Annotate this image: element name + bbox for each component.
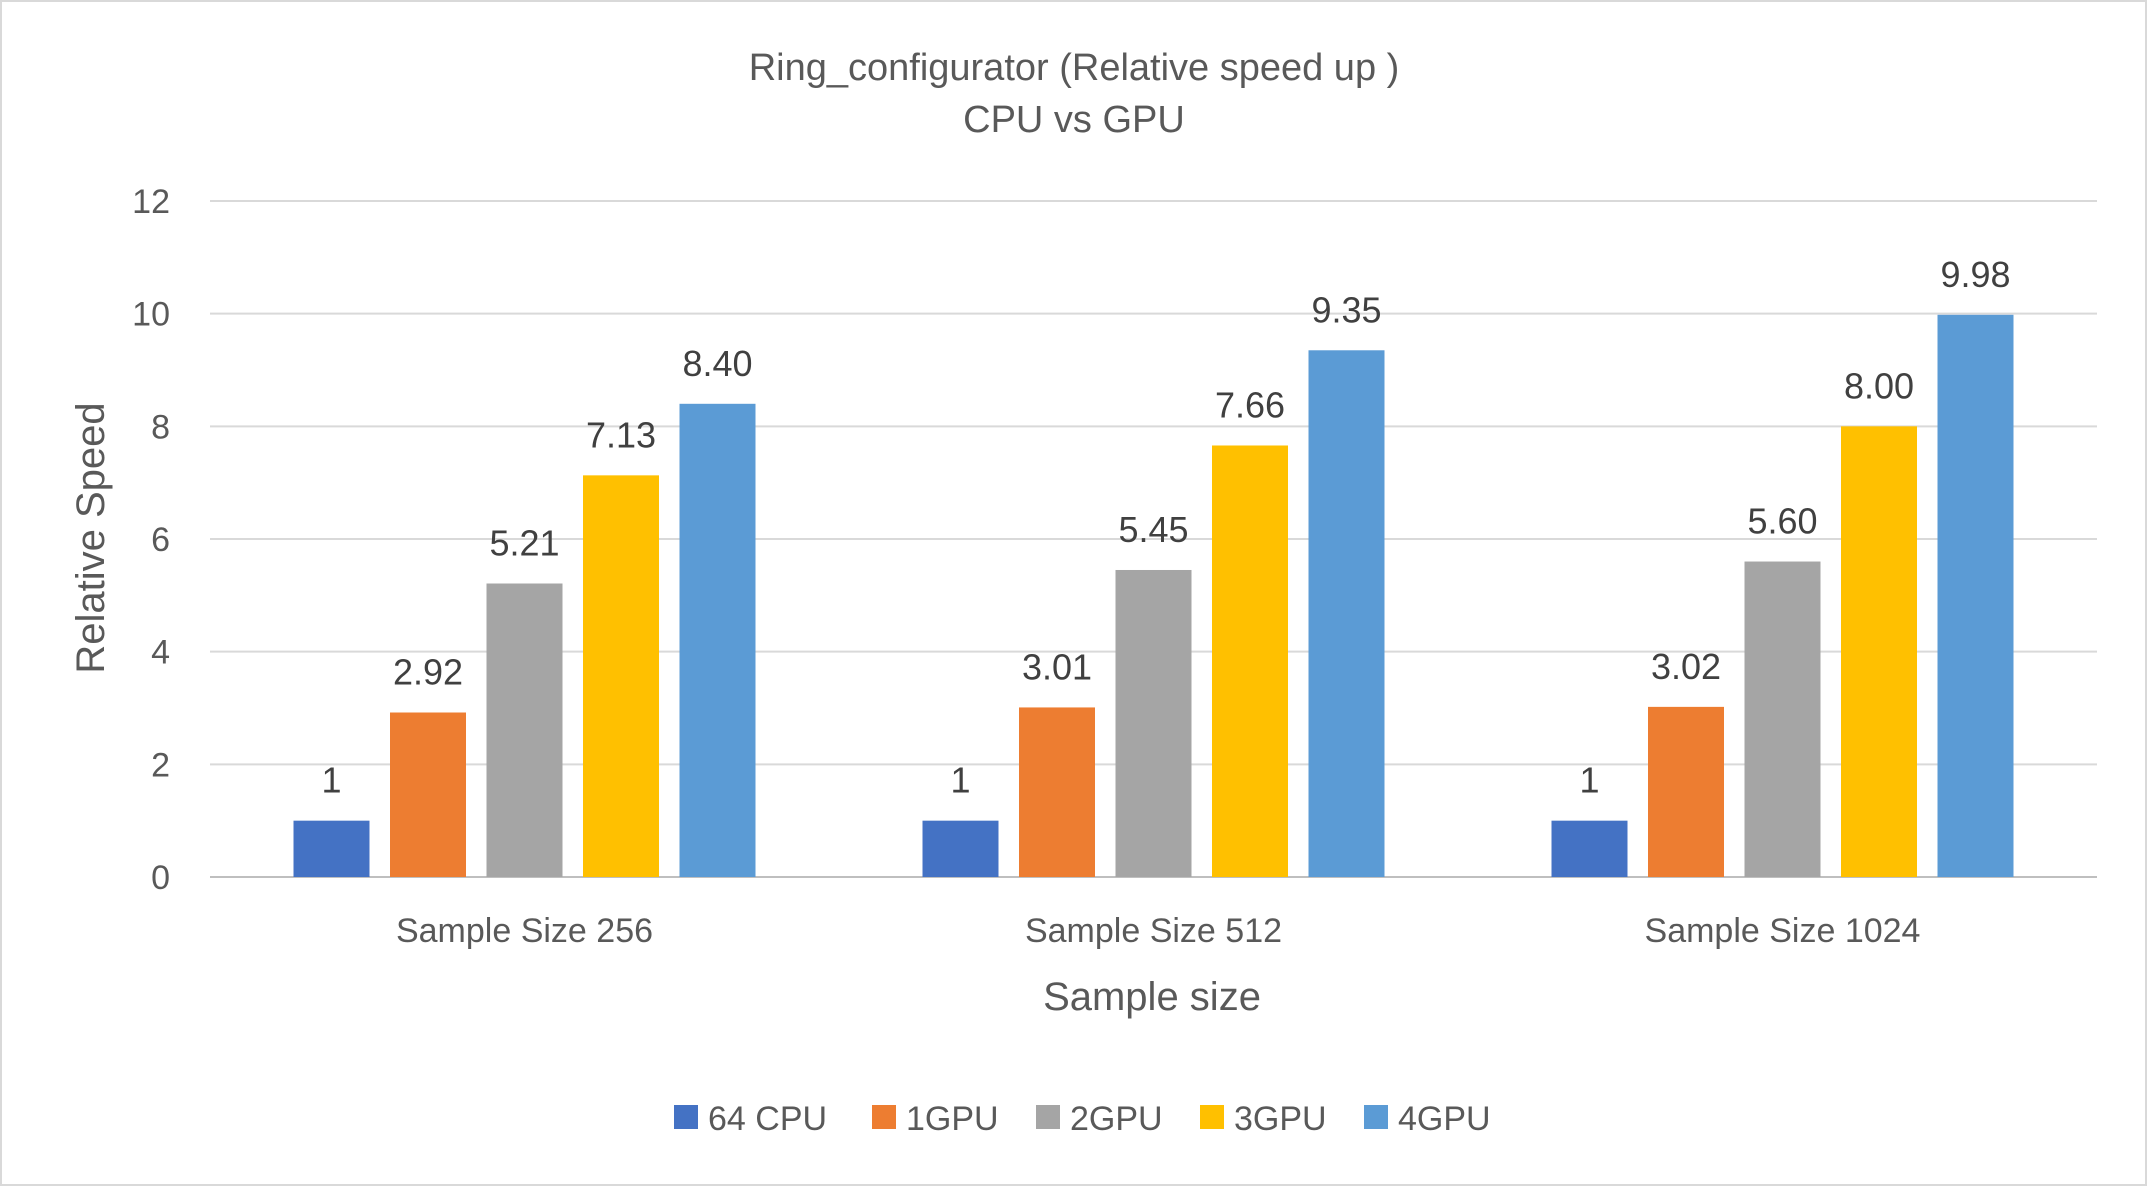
y-tick-label: 2	[151, 746, 170, 784]
data-label: 1	[321, 760, 341, 801]
y-axis-ticks: 0 2 4 6 8 10 12	[132, 183, 170, 897]
x-axis-ticks: Sample Size 256 Sample Size 512 Sample Siz…	[396, 912, 1921, 950]
legend: 64 CPU 1GPU 2GPU 3GPU 4GPU	[674, 1100, 1491, 1138]
legend-item: 64 CPU	[674, 1100, 827, 1138]
chart-title: Ring_configurator (Relative speed up )	[749, 47, 1400, 89]
y-tick-label: 10	[132, 296, 170, 334]
bar-2gpu	[1744, 561, 1821, 877]
bar-3gpu	[583, 475, 659, 877]
legend-item: 3GPU	[1200, 1100, 1327, 1138]
legend-label: 64 CPU	[708, 1100, 827, 1138]
bar-4gpu	[679, 403, 756, 877]
legend-swatch	[872, 1105, 896, 1129]
data-label: 8.40	[682, 343, 752, 384]
data-label: 3.02	[1651, 646, 1721, 687]
bar-64-cpu	[922, 820, 999, 877]
legend-swatch	[1200, 1105, 1224, 1129]
bar-64-cpu	[293, 820, 370, 877]
data-label: 7.13	[586, 414, 656, 455]
legend-swatch	[1364, 1105, 1388, 1129]
data-label: 5.21	[489, 523, 559, 564]
bar-64-cpu	[1551, 820, 1628, 877]
data-label: 1	[950, 760, 970, 801]
legend-swatch	[1036, 1105, 1060, 1129]
x-axis-label: Sample size	[1043, 975, 1261, 1019]
data-label: 5.45	[1118, 509, 1188, 550]
legend-item: 4GPU	[1364, 1100, 1491, 1138]
data-labels: 1 2.92 5.21 7.13 8.40 1 3.01 5.45 7.66 9.35 1 3.02 5…	[321, 254, 2010, 801]
legend-item: 1GPU	[872, 1100, 999, 1138]
legend-label: 3GPU	[1234, 1100, 1327, 1138]
bar-2gpu	[486, 583, 563, 877]
bar-1gpu	[1019, 707, 1095, 877]
data-label: 9.98	[1940, 254, 2010, 295]
data-label: 7.66	[1215, 384, 1285, 425]
legend-label: 2GPU	[1070, 1100, 1163, 1138]
data-label: 9.35	[1311, 289, 1381, 330]
y-axis-label: Relative Speed	[69, 402, 113, 673]
y-tick-label: 12	[132, 183, 170, 221]
y-tick-label: 0	[151, 859, 170, 897]
y-tick-label: 6	[151, 521, 170, 559]
x-tick-label: Sample Size 256	[396, 912, 653, 950]
data-label: 5.60	[1747, 501, 1817, 542]
legend-label: 1GPU	[906, 1100, 999, 1138]
y-tick-label: 4	[151, 634, 170, 672]
bar-1gpu	[390, 712, 466, 877]
x-tick-label: Sample Size 1024	[1645, 912, 1921, 950]
data-label: 1	[1579, 760, 1599, 801]
bar-2gpu	[1115, 569, 1192, 877]
legend-item: 2GPU	[1036, 1100, 1163, 1138]
bars	[293, 314, 2014, 877]
chart-subtitle: CPU vs GPU	[963, 99, 1185, 141]
legend-label: 4GPU	[1398, 1100, 1491, 1138]
x-tick-label: Sample Size 512	[1025, 912, 1282, 950]
bar-4gpu	[1308, 350, 1385, 877]
y-tick-label: 8	[151, 408, 170, 446]
data-label: 8.00	[1844, 365, 1914, 406]
bar-3gpu	[1841, 426, 1917, 877]
data-label: 2.92	[393, 652, 463, 693]
legend-swatch	[674, 1105, 698, 1129]
bar-1gpu	[1648, 706, 1724, 877]
bar-4gpu	[1937, 314, 2014, 877]
data-label: 3.01	[1022, 646, 1092, 687]
bar-3gpu	[1212, 445, 1288, 877]
